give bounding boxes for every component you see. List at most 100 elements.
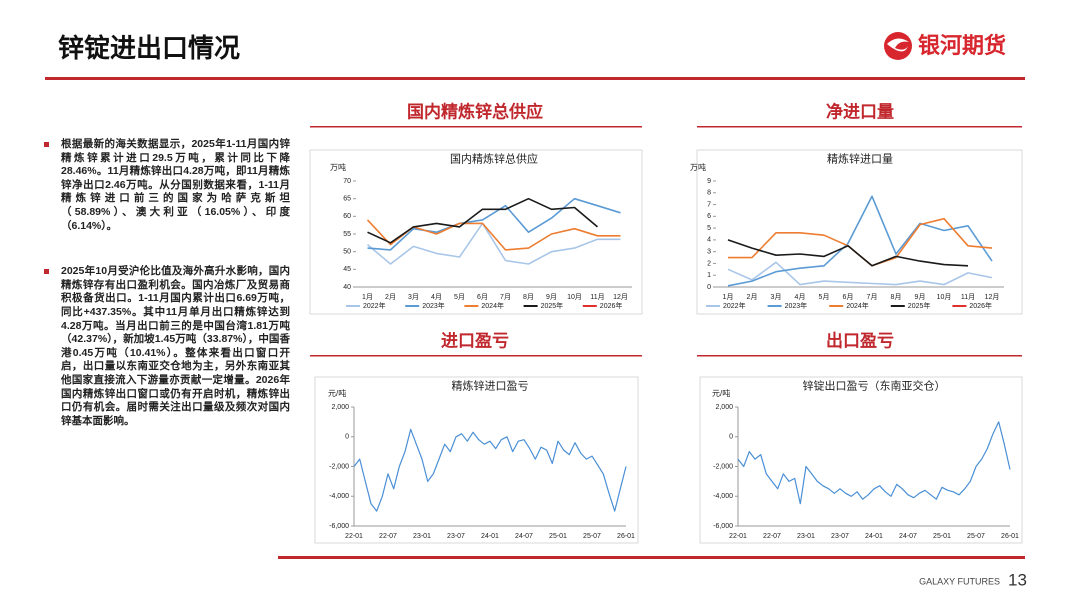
bullet-marker — [44, 142, 49, 147]
y-tick-label: 70 — [343, 178, 351, 185]
x-tick-label: 22-07 — [379, 533, 397, 540]
x-tick-label: 24-07 — [515, 533, 533, 540]
y-tick-label: 0 — [729, 434, 733, 441]
x-tick-label: 7月 — [500, 293, 511, 301]
chart-frame — [696, 149, 1023, 315]
heading-rule — [697, 355, 1022, 357]
chart-frame — [699, 376, 1023, 544]
x-tick-label: 2月 — [747, 293, 758, 301]
x-tick-label: 25-01 — [549, 533, 567, 540]
y-tick-label: 60 — [343, 213, 351, 220]
panel-heading: 净进口量 — [826, 101, 894, 121]
chart-title: 锌锭出口盈亏（东南亚交仓） — [803, 379, 946, 393]
y-tick-label: 45 — [343, 266, 351, 273]
chart-title: 精炼锌进口盈亏 — [452, 379, 529, 393]
x-tick-label: 24-07 — [899, 533, 917, 540]
x-tick-label: 24-01 — [865, 533, 883, 540]
bullet-text: 根据最新的海关数据显示，2025年1-11月国内锌精炼锌累计进口29.5万吨，累… — [61, 138, 290, 232]
x-tick-label: 3月 — [771, 293, 782, 301]
y-tick-label: 0 — [345, 434, 349, 441]
x-tick-label: 5月 — [454, 293, 465, 301]
y-tick-label: -4,000 — [713, 493, 733, 500]
legend-label: 2026年 — [969, 301, 992, 310]
legend-label: 2023年 — [422, 301, 445, 310]
x-tick-label: 22-07 — [763, 533, 781, 540]
y-tick-label: -6,000 — [713, 523, 733, 530]
y-tick-label: 4 — [707, 237, 711, 244]
x-tick-label: 26-01 — [617, 533, 635, 540]
x-tick-label: 1月 — [362, 293, 373, 301]
heading-rule — [310, 126, 642, 128]
legend-label: 2025年 — [908, 301, 931, 310]
x-tick-label: 7月 — [867, 293, 878, 301]
x-tick-label: 23-01 — [797, 533, 815, 540]
series-line — [727, 195, 993, 287]
bullets: 根据最新的海关数据显示，2025年1-11月国内锌精炼锌累计进口29.5万吨，累… — [44, 138, 290, 460]
series-line — [367, 197, 599, 244]
series-line — [727, 261, 993, 286]
panel-heading: 国内精炼锌总供应 — [407, 101, 543, 121]
y-tick-label: -2,000 — [329, 463, 349, 470]
y-axis-label: 万吨 — [330, 162, 346, 172]
x-tick-label: 6月 — [477, 293, 488, 301]
legend-label: 2025年 — [541, 301, 564, 310]
x-tick-label: 23-01 — [413, 533, 431, 540]
x-tick-label: 22-01 — [729, 533, 747, 540]
x-tick-label: 24-01 — [481, 533, 499, 540]
y-tick-label: 2,000 — [715, 404, 733, 411]
chart-title: 国内精炼锌总供应 — [450, 152, 538, 166]
y-tick-label: -2,000 — [713, 463, 733, 470]
top-rule — [45, 77, 1025, 80]
x-tick-label: 23-07 — [447, 533, 465, 540]
series-line — [366, 222, 621, 265]
x-tick-label: 8月 — [891, 293, 902, 301]
x-tick-label: 25-07 — [583, 533, 601, 540]
chart-frame — [314, 376, 639, 544]
x-tick-label: 8月 — [523, 293, 534, 301]
x-tick-label: 9月 — [546, 293, 557, 301]
y-tick-label: -4,000 — [329, 493, 349, 500]
chart-title: 精炼锌进口量 — [827, 152, 893, 166]
x-tick-label: 4月 — [795, 293, 806, 301]
logo: 银河期货 — [884, 32, 1006, 60]
x-tick-label: 11月 — [961, 293, 975, 301]
y-tick-label: 8 — [707, 190, 711, 197]
series-line — [367, 197, 621, 251]
y-tick-label: 65 — [343, 196, 351, 203]
x-tick-label: 6月 — [843, 293, 854, 301]
logo-swirl — [887, 38, 909, 52]
y-tick-label: 1 — [707, 272, 711, 279]
y-axis-label: 元/吨 — [712, 388, 730, 398]
x-tick-label: 23-07 — [831, 533, 849, 540]
y-axis-label: 元/吨 — [328, 388, 346, 398]
x-tick-label: 1月 — [723, 293, 734, 301]
heading-rule — [697, 126, 1022, 128]
footer-brand: GALAXY FUTURES — [919, 576, 1000, 586]
x-tick-label: 2月 — [385, 293, 396, 301]
x-tick-label: 10月 — [567, 293, 582, 301]
series-line — [727, 239, 969, 267]
y-tick-label: 5 — [707, 225, 711, 232]
x-tick-label: 3月 — [408, 293, 419, 301]
y-tick-label: -6,000 — [329, 523, 349, 530]
x-tick-label: 22-01 — [345, 533, 363, 540]
y-tick-label: 2,000 — [331, 404, 349, 411]
y-tick-label: 40 — [343, 284, 351, 291]
bullet: 2025年10月受沪伦比值及海外高升水影响，国内精炼锌存有出口盈利机会。国内冶炼… — [44, 265, 290, 428]
x-tick-label: 12月 — [613, 293, 628, 301]
panel-heading: 进口盈亏 — [441, 331, 509, 350]
y-tick-label: 6 — [707, 213, 711, 220]
y-tick-label: 2 — [707, 260, 711, 267]
legend-label: 2022年 — [363, 301, 386, 310]
y-axis-label: 万吨 — [690, 162, 706, 172]
heading-rule — [310, 355, 642, 357]
x-tick-label: 25-07 — [967, 533, 985, 540]
page-number: 13 — [1008, 570, 1027, 589]
legend-label: 2026年 — [600, 301, 623, 310]
series-line — [737, 421, 1011, 505]
y-tick-label: 3 — [707, 249, 711, 256]
bullet: 根据最新的海关数据显示，2025年1-11月国内锌精炼锌累计进口29.5万吨，累… — [44, 138, 290, 233]
x-tick-label: 4月 — [431, 293, 442, 301]
